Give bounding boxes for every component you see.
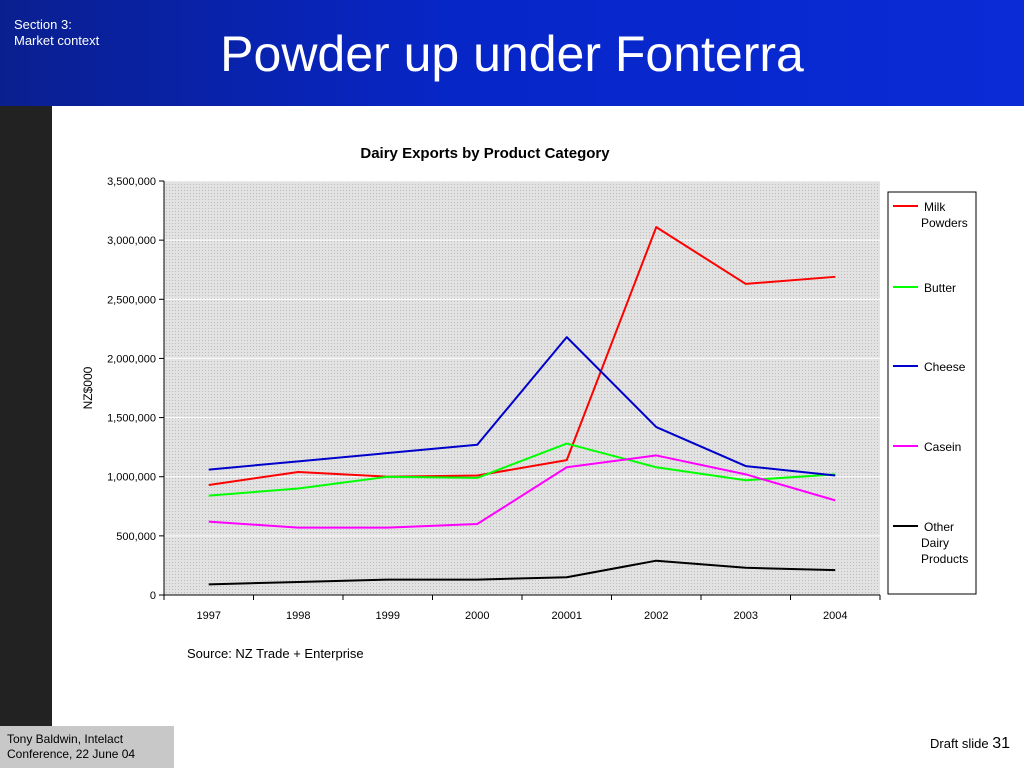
source-note: Source: NZ Trade + Enterprise xyxy=(187,646,364,661)
y-tick-label: 1,000,000 xyxy=(107,472,156,484)
draft-slide-label: Draft slide 31 xyxy=(930,735,1010,753)
legend-label: Cheese xyxy=(924,360,966,374)
series-line xyxy=(208,226,836,486)
x-tick-label: 2003 xyxy=(734,610,758,622)
x-tick-label: 1997 xyxy=(197,610,221,622)
footer-author-box: Tony Baldwin, Intelact Conference, 22 Ju… xyxy=(0,726,174,768)
y-tick-label: 1,500,000 xyxy=(107,413,156,425)
plot-area xyxy=(164,181,880,595)
header-bar: Section 3: Market context Powder up unde… xyxy=(0,0,1024,106)
series-line xyxy=(208,559,836,586)
left-side-bar xyxy=(0,106,52,726)
legend-label: Other xyxy=(924,520,954,534)
y-tick-label: 3,500,000 xyxy=(107,176,156,188)
x-tick-label: 1998 xyxy=(286,610,310,622)
chart-title: Dairy Exports by Product Category xyxy=(360,145,610,162)
legend-label: Casein xyxy=(924,440,961,454)
footer-author: Tony Baldwin, Intelact Conference, 22 Ju… xyxy=(7,732,136,761)
y-axis: 0 500,000 1,000,000 1,500,000 2,000,000 2,500… xyxy=(107,176,165,602)
x-tick-label: 20001 xyxy=(551,610,582,622)
y-tick-label: 2,500,000 xyxy=(107,294,156,306)
gridlines xyxy=(164,180,880,537)
y-tick-label: 500,000 xyxy=(116,531,156,543)
series-line xyxy=(208,442,836,497)
y-tick-label: 2,000,000 xyxy=(107,353,156,365)
series-line xyxy=(208,454,836,529)
y-tick-label: 3,000,000 xyxy=(107,235,156,247)
legend: Milk Powders Butter Cheese Casein Other Dairy P… xyxy=(893,200,968,566)
legend-label: Powders xyxy=(921,216,968,230)
page-number: 31 xyxy=(992,735,1010,752)
legend-label: Butter xyxy=(924,281,956,295)
slide-title: Powder up under Fonterra xyxy=(220,26,804,82)
x-tick-label: 1999 xyxy=(376,610,400,622)
legend-label: Milk xyxy=(924,200,946,214)
legend-label: Products xyxy=(921,552,968,566)
x-tick-label: 2000 xyxy=(465,610,489,622)
x-axis: 1997 1998 1999 2000 20001 2002 2003 2004 xyxy=(163,594,881,622)
y-tick-label: 0 xyxy=(150,590,156,602)
series-line xyxy=(208,336,836,477)
section-label: Section 3: Market context xyxy=(14,17,100,48)
y-axis-label: NZ$000 xyxy=(81,366,95,409)
series-lines xyxy=(208,226,836,586)
dairy-exports-chart: Dairy Exports by Product Category 0 500,0… xyxy=(81,145,977,622)
x-tick-label: 2002 xyxy=(644,610,668,622)
draft-text: Draft slide xyxy=(930,736,989,751)
legend-label: Dairy xyxy=(921,536,949,550)
x-tick-label: 2004 xyxy=(823,610,847,622)
